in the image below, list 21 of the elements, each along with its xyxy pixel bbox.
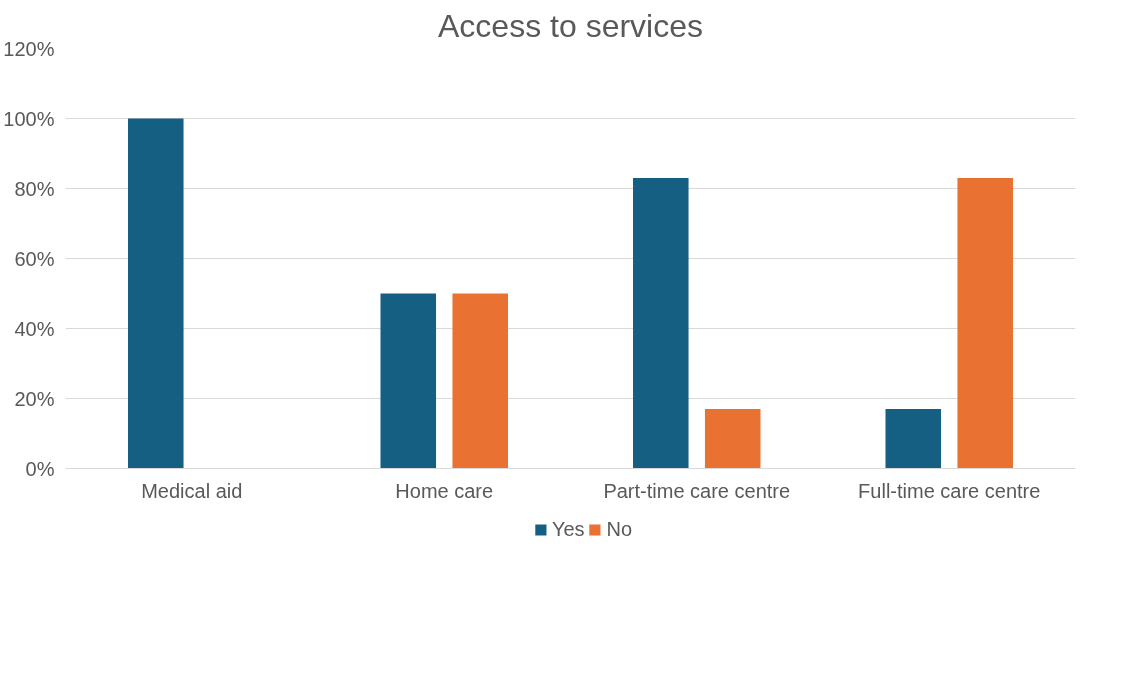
- x-tick-label: Full-time care centre: [858, 479, 1041, 502]
- bar: [885, 409, 942, 469]
- x-tick-label: Part-time care centre: [603, 479, 791, 502]
- legend-label: No: [606, 517, 633, 541]
- y-tick-label: 60%: [14, 247, 55, 270]
- bar: [127, 118, 184, 469]
- x-tick-label: Medical aid: [141, 479, 243, 502]
- bar: [632, 178, 689, 469]
- y-tick-label: 40%: [14, 317, 55, 340]
- legend-label: Yes: [551, 517, 585, 541]
- bar: [380, 293, 437, 469]
- y-tick-label: 100%: [3, 107, 55, 130]
- x-tick-label: Home care: [395, 479, 494, 502]
- y-tick-label: 80%: [14, 177, 55, 200]
- bar: [452, 293, 509, 469]
- bar: [704, 409, 761, 469]
- bar: [957, 178, 1014, 469]
- y-tick-label: 0%: [25, 457, 55, 480]
- y-tick-label: 20%: [14, 387, 55, 410]
- chart-title: Access to services: [438, 7, 703, 44]
- y-tick-label: 120%: [3, 37, 55, 60]
